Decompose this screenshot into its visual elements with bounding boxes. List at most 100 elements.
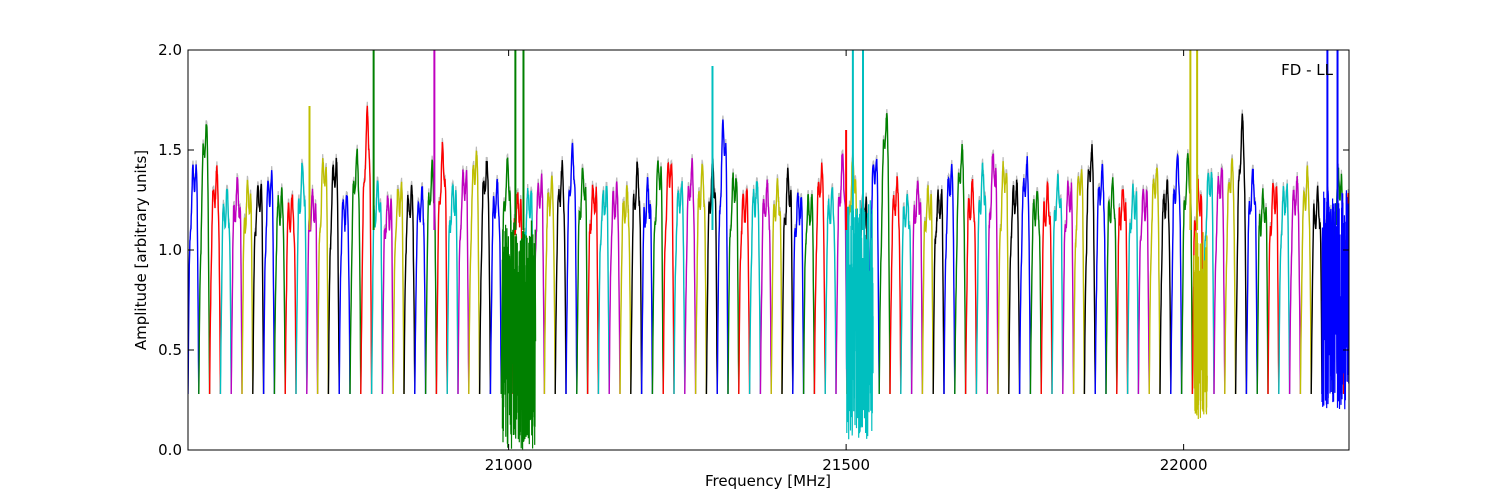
spectral-window-trace: [349, 148, 362, 395]
spectral-window-trace: [673, 181, 686, 395]
spectral-window-trace: [889, 176, 902, 395]
spectral-window-trace: [1278, 183, 1291, 395]
noisy-region-trace: [1193, 230, 1208, 420]
spectral-window-trace: [1062, 180, 1075, 395]
spectral-window-trace: [597, 185, 610, 395]
noisy-region-trace: [501, 220, 537, 450]
spectral-window-trace: [446, 182, 459, 395]
spectral-window-trace: [954, 143, 967, 395]
spectral-window-trace: [694, 163, 708, 395]
spectral-window-trace: [586, 184, 600, 395]
spectral-window-trace: [1224, 158, 1237, 395]
spectral-window-trace: [1018, 156, 1032, 395]
spectral-window-trace: [1094, 163, 1107, 395]
plot-traces: [188, 50, 1365, 450]
spectral-window-trace: [1008, 179, 1021, 395]
spectral-window-trace: [748, 181, 762, 395]
spectral-window-trace: [1137, 188, 1150, 395]
spectral-window-trace: [738, 187, 751, 395]
x-tick-label: 21000: [485, 456, 533, 474]
spectral-window-trace: [198, 124, 211, 395]
noisy-region-trace: [845, 200, 874, 440]
spectral-window-trace: [1310, 185, 1323, 395]
spectral-window-trace: [381, 195, 394, 395]
spectral-window-trace: [662, 161, 675, 395]
x-tick-label: 21500: [822, 456, 870, 474]
spectral-window-trace: [230, 177, 243, 395]
spectral-window-trace: [640, 176, 654, 395]
spectral-window-trace: [1040, 180, 1053, 395]
noisy-region-trace: [1321, 190, 1349, 410]
spectral-window-trace: [1105, 177, 1118, 395]
spectral-window-trace: [781, 167, 794, 395]
spectral-window-trace: [824, 187, 837, 395]
y-tick-label: 0.5: [158, 341, 182, 359]
spectral-window-trace: [565, 142, 578, 395]
spectral-window-trace: [360, 105, 373, 395]
spectral-window-trace: [1299, 165, 1312, 395]
x-tick-label: 22000: [1160, 456, 1208, 474]
spectral-window-trace: [1170, 152, 1183, 395]
spectral-window-trace: [759, 179, 772, 395]
spectral-window-trace: [306, 188, 319, 395]
spectral-window-trace: [252, 183, 265, 395]
spectral-window-trace: [1234, 113, 1248, 395]
spectral-window-trace: [1256, 188, 1269, 395]
spectral-window-trace: [241, 179, 254, 395]
spectral-window-trace: [1213, 167, 1226, 395]
spectral-window-trace: [208, 165, 222, 395]
spectral-window-trace: [273, 187, 286, 395]
spectral-window-trace: [835, 153, 848, 395]
y-tick-label: 1.0: [158, 241, 182, 259]
spectral-window-trace: [900, 193, 913, 395]
spectral-window-trace: [964, 178, 978, 395]
spectral-window-trace: [943, 163, 956, 395]
spectral-window-trace: [651, 160, 664, 395]
spectral-window-trace: [414, 186, 427, 395]
spectral-window-trace: [727, 172, 740, 395]
spectral-window-trace: [770, 178, 783, 395]
spectral-window-trace: [921, 185, 934, 395]
spectral-window-trace: [619, 185, 632, 395]
spectral-window-trace: [543, 175, 556, 395]
spectral-window-trace: [975, 162, 988, 395]
spectral-window-trace: [1245, 168, 1258, 395]
spectral-window-trace: [576, 167, 589, 395]
spectral-window-trace: [802, 193, 816, 395]
y-axis-label: Amplitude [arbitrary units]: [132, 150, 150, 350]
y-tick-label: 0.0: [158, 441, 182, 459]
spectral-window-trace: [478, 160, 492, 395]
spectral-window-trace: [219, 188, 232, 395]
spectral-window-trace: [630, 161, 643, 395]
spectral-window-trace: [468, 150, 481, 395]
y-tick-label: 2.0: [158, 41, 182, 59]
spectral-window-trace: [878, 113, 891, 395]
spectral-window-trace: [435, 141, 448, 395]
spectral-window-trace: [327, 157, 340, 395]
spectral-window-trace: [932, 189, 945, 395]
spectral-window-trace: [1159, 179, 1172, 395]
spectral-window-trace: [684, 158, 697, 395]
spectral-window-trace: [316, 158, 330, 395]
spectral-window-trace: [1148, 167, 1161, 395]
spectral-window-trace: [457, 169, 470, 395]
spectral-window-trace: [1202, 171, 1215, 395]
spectral-window-trace: [392, 181, 405, 395]
spectral-window-trace: [403, 184, 416, 395]
x-axis-label: Frequency [MHz]: [705, 472, 831, 490]
spectral-window-trace: [188, 164, 200, 395]
spectral-window-trace: [997, 161, 1010, 395]
spectral-window-trace: [1116, 189, 1129, 395]
spectral-window-trace: [370, 180, 384, 395]
spectral-window-trace: [1029, 190, 1042, 395]
spectral-window-trace: [1267, 182, 1280, 395]
spectral-window-trace: [489, 178, 502, 395]
spectral-window-trace: [1072, 169, 1086, 395]
background-trace: [1354, 149, 1365, 390]
spectral-window-trace: [295, 162, 308, 395]
y-tick-label: 1.5: [158, 141, 182, 159]
spectral-window-trace: [338, 195, 351, 395]
spectral-window-trace: [554, 160, 567, 395]
spectral-window-trace: [813, 162, 826, 395]
